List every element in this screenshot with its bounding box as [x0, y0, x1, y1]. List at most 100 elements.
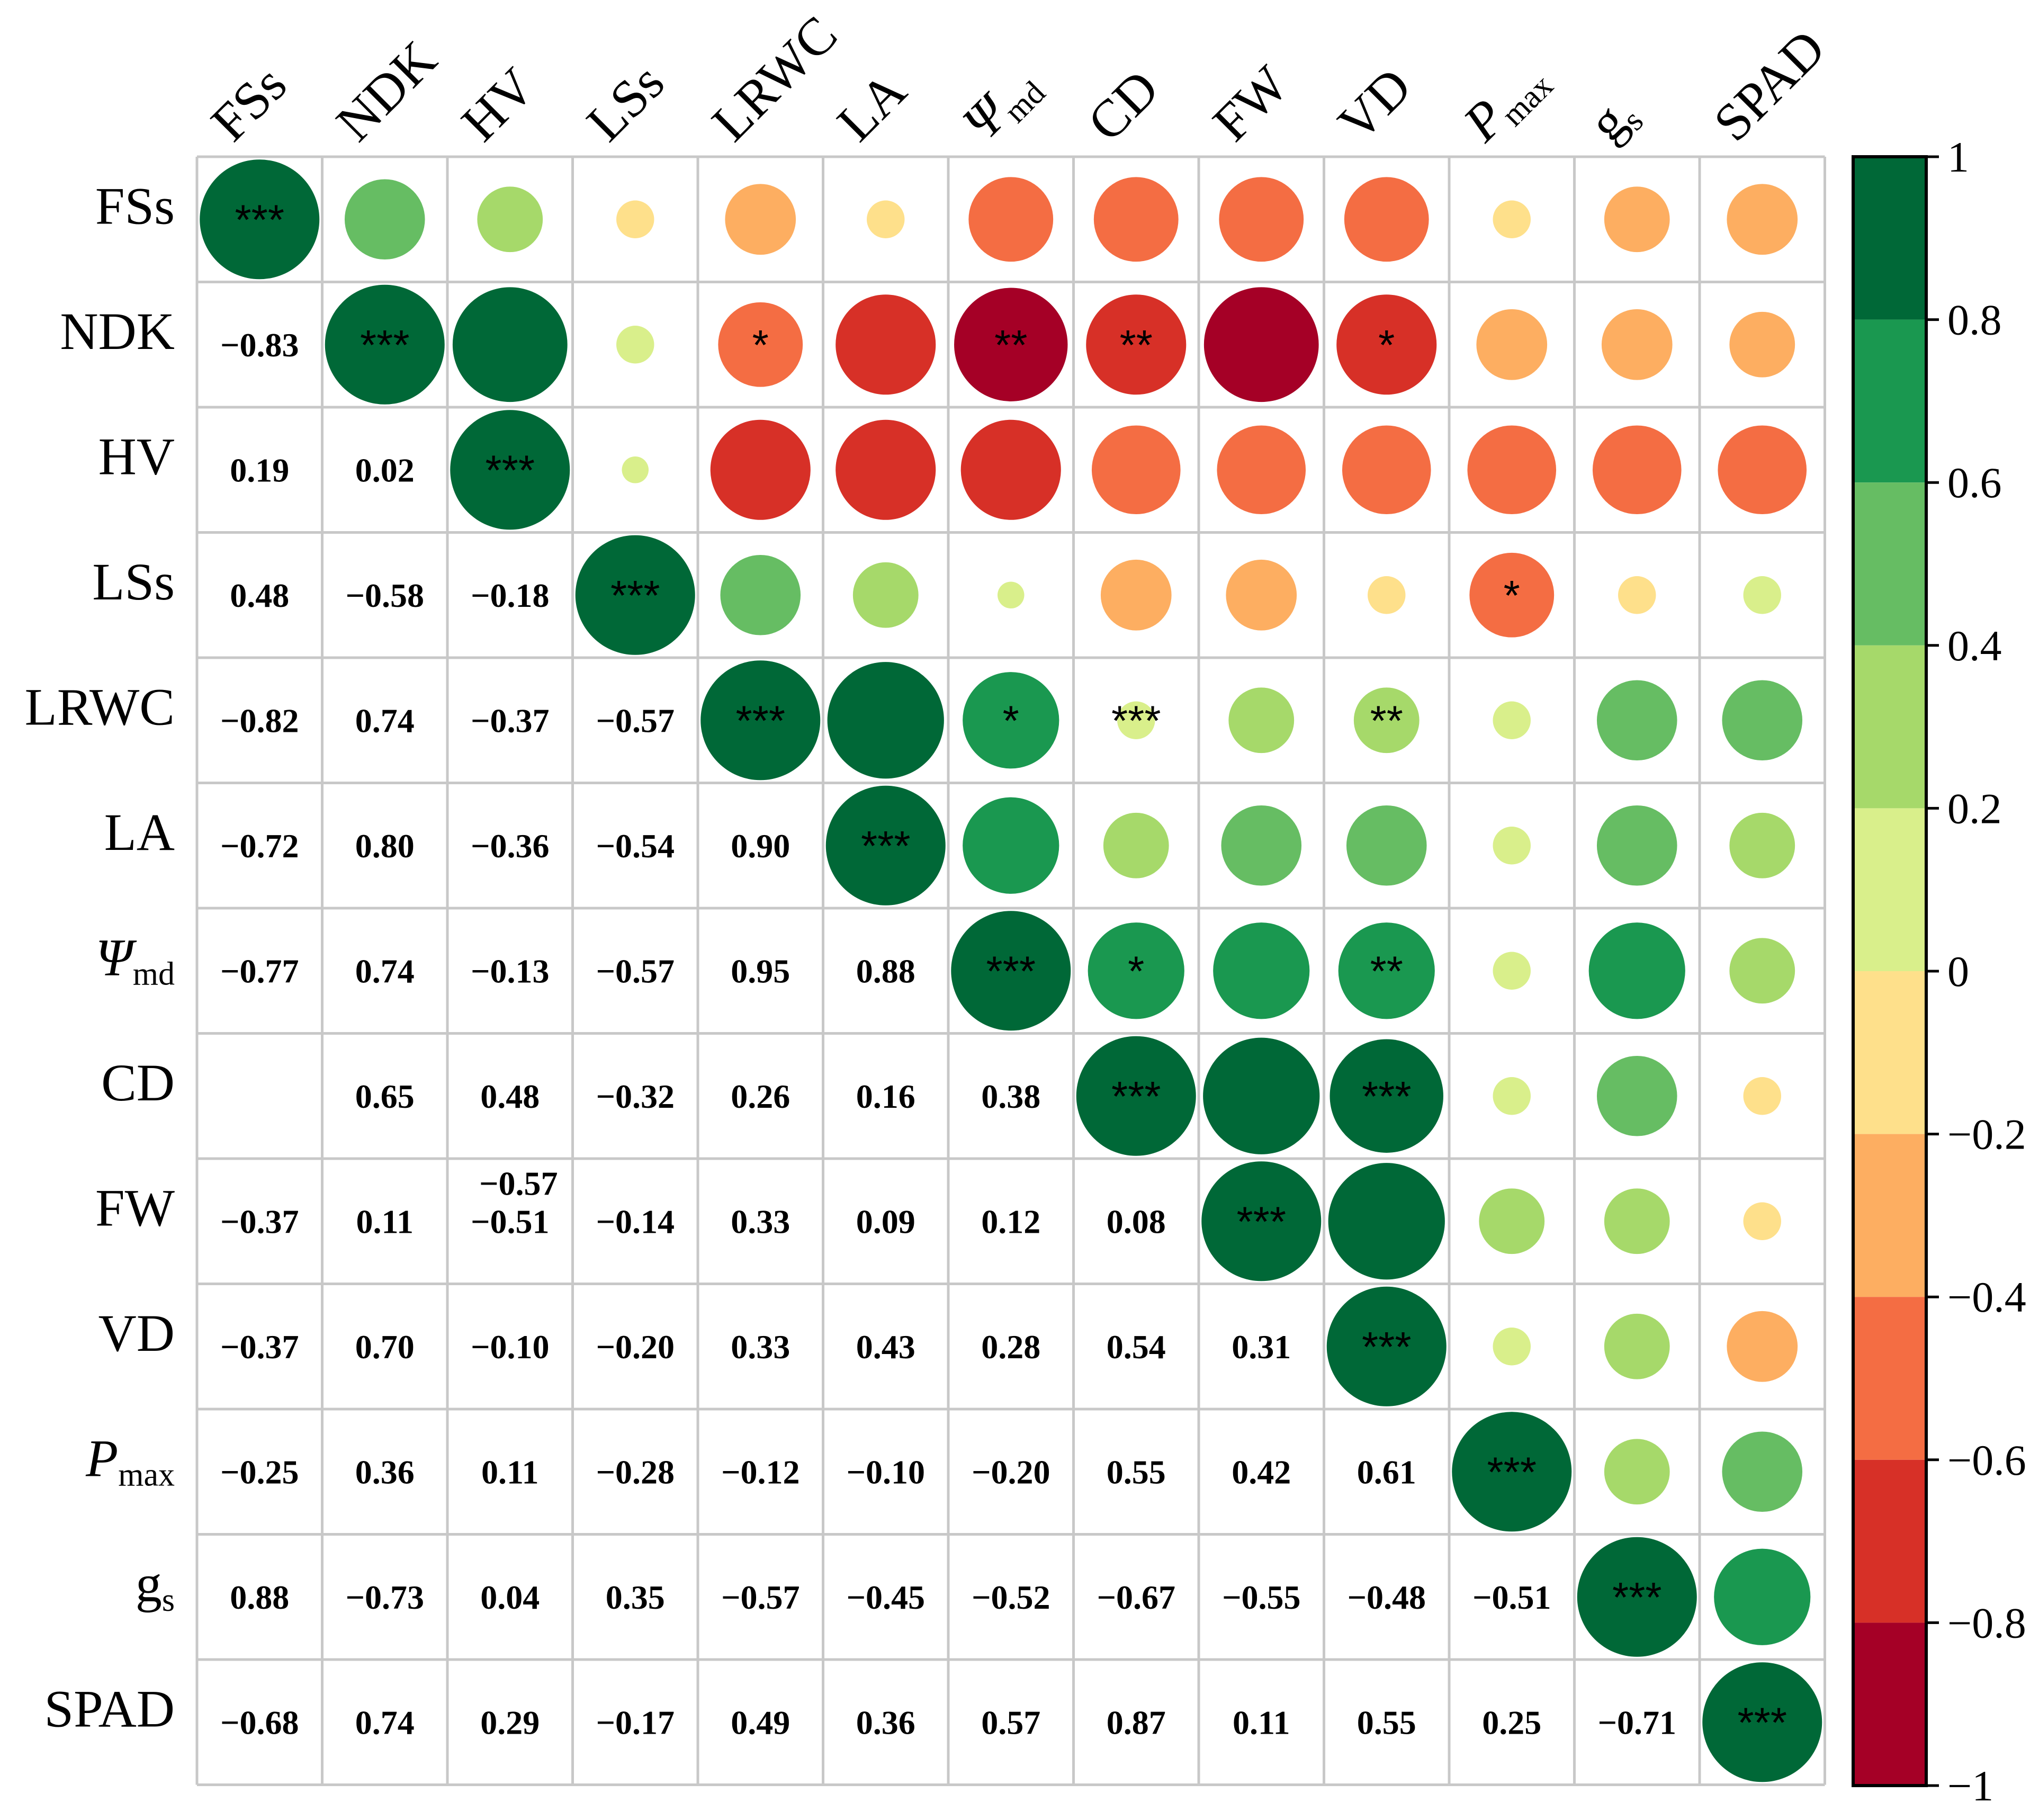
matrix-grid	[195, 155, 1826, 1786]
row-label: Ψmd	[95, 928, 175, 992]
correlation-value: −0.36	[471, 827, 549, 865]
correlation-values: −0.83 0.19 0.02 0.48 −0.58 −0.18 −0.82 0.74 −0.3…	[220, 326, 1676, 1742]
correlation-circle	[1221, 805, 1302, 886]
correlation-circle	[1601, 309, 1673, 380]
correlation-circle	[1743, 1202, 1781, 1240]
correlation-circle	[325, 284, 445, 405]
correlation-circle	[1328, 1163, 1445, 1280]
colorbar-segment	[1853, 482, 1926, 645]
correlation-value: 0.04	[480, 1579, 540, 1616]
significance-marker: *	[1003, 697, 1019, 744]
correlation-value: −0.14	[596, 1203, 675, 1240]
significance-marker: ***	[1738, 1699, 1787, 1746]
correlation-value: 0.19	[230, 451, 289, 489]
correlation-circle	[1117, 701, 1155, 739]
correlation-value: 0.88	[230, 1579, 289, 1616]
correlation-value: −0.37	[471, 702, 549, 739]
correlation-value: 0.08	[1107, 1203, 1166, 1240]
correlation-circle	[1729, 812, 1795, 878]
correlation-value: 0.57	[981, 1704, 1040, 1741]
correlation-circle	[1228, 687, 1295, 754]
colorbar-tick-label: 1	[1947, 133, 1969, 181]
correlation-value: 0.54	[1107, 1328, 1166, 1366]
correlation-value: −0.77	[220, 952, 299, 990]
correlation-value: −0.20	[972, 1453, 1050, 1491]
correlation-value: −0.13	[471, 952, 549, 990]
correlation-value: −0.68	[220, 1704, 299, 1741]
correlation-value: −0.37	[220, 1203, 299, 1240]
correlation-circle	[1086, 294, 1187, 395]
significance-marker: **	[1370, 947, 1403, 994]
significance-marker: **	[1370, 697, 1403, 744]
row-label: LA	[104, 803, 175, 862]
correlation-circles: ****** * ** ** ******* **** * *** ******** * *****…	[200, 159, 1822, 1782]
correlation-circle	[1604, 1188, 1670, 1254]
colorbar-tick-label: −0.4	[1947, 1273, 2026, 1321]
correlation-circle	[700, 660, 821, 781]
correlation-value: −0.10	[847, 1453, 925, 1491]
significance-marker: *	[1504, 572, 1520, 619]
row-label: FSs	[95, 176, 175, 235]
correlation-value: 0.16	[856, 1078, 915, 1115]
correlation-circle	[1604, 1439, 1670, 1505]
correlation-circle	[1479, 1188, 1545, 1254]
correlation-circle	[1714, 1548, 1811, 1645]
correlation-value: 0.43	[856, 1328, 915, 1366]
correlation-circle	[1493, 827, 1531, 865]
correlation-circle	[1353, 687, 1420, 754]
correlation-value: −0.55	[1222, 1579, 1300, 1616]
correlation-value: 0.25	[1482, 1704, 1541, 1741]
colorbar-tick-label: −0.2	[1947, 1110, 2026, 1159]
correlation-circle	[1219, 177, 1304, 262]
significance-marker: ***	[1111, 697, 1161, 744]
correlation-circle	[827, 662, 944, 779]
correlation-circle	[200, 159, 320, 280]
correlation-circle	[1467, 425, 1557, 515]
correlation-circle	[1727, 1311, 1798, 1382]
correlation-circle	[1604, 1313, 1670, 1379]
correlation-circle	[951, 911, 1071, 1031]
correlation-circle	[720, 554, 801, 635]
correlation-circle	[1336, 294, 1437, 395]
correlation-value: 0.55	[1357, 1704, 1416, 1741]
correlation-value: −0.57	[596, 952, 675, 990]
colorbar-tick-label: −0.6	[1947, 1436, 2026, 1484]
significance-marker: ***	[1487, 1448, 1537, 1495]
significance-marker: ***	[1612, 1574, 1661, 1621]
correlation-value: 0.36	[856, 1704, 915, 1741]
colorbar-tick-label: 0.6	[1947, 459, 2002, 507]
correlation-value: 0.35	[606, 1579, 665, 1616]
correlation-value: 0.11	[356, 1203, 414, 1240]
correlation-circle	[622, 456, 649, 483]
correlation-circle	[836, 419, 936, 520]
correlation-circle	[718, 302, 803, 387]
correlation-value: 0.42	[1232, 1453, 1291, 1491]
correlation-circle	[1493, 701, 1531, 739]
correlation-value: −0.54	[596, 827, 675, 865]
correlation-circle	[1493, 1328, 1531, 1366]
significance-marker: ***	[486, 446, 535, 494]
correlation-value: −0.58	[346, 577, 424, 614]
correlation-value: 0.48	[230, 577, 289, 614]
colorbar-segment	[1853, 157, 1926, 320]
correlation-value: 0.26	[731, 1078, 790, 1115]
correlation-circle	[1743, 576, 1781, 614]
correlation-circle	[1342, 425, 1431, 515]
correlation-value: −0.51	[471, 1203, 549, 1240]
row-labels: FSs NDK HV LSs LRWC LA Ψmd CD FW VD Pmax gs SPAD	[25, 176, 175, 1738]
correlation-value: −0.28	[596, 1453, 675, 1491]
correlation-circle	[997, 581, 1025, 609]
colorbar-tick-label: 0.2	[1947, 784, 2002, 832]
correlation-circle	[616, 326, 654, 364]
correlation-value: 0.33	[731, 1328, 790, 1366]
correlation-circle	[960, 419, 1061, 520]
correlation-circle	[1618, 576, 1656, 614]
colorbar-tick-label: 0	[1947, 947, 1969, 996]
correlation-value: 0.95	[731, 952, 790, 990]
correlation-circle	[1493, 1077, 1531, 1115]
correlation-circle	[1493, 952, 1531, 990]
correlation-value: 0.02	[355, 451, 415, 489]
correlation-value: −0.72	[220, 827, 299, 865]
correlation-circle	[1076, 1036, 1196, 1156]
